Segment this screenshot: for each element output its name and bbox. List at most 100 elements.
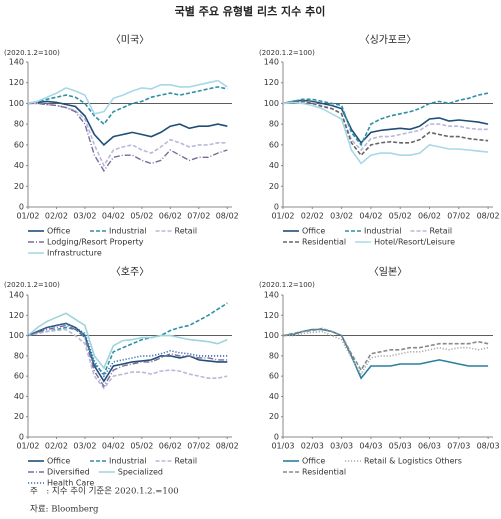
y-tick-label: 20 bbox=[14, 412, 24, 421]
series-line bbox=[283, 330, 489, 376]
y-tick-label: 0 bbox=[19, 433, 24, 442]
panel-title: 〈호주〉 bbox=[111, 266, 149, 278]
y-tick-label: 60 bbox=[269, 372, 279, 381]
x-tick-label: 02/03 bbox=[301, 442, 324, 451]
x-tick-label: 07/02 bbox=[187, 442, 210, 451]
x-tick-label: 06/02 bbox=[159, 442, 182, 451]
y-tick-label: 100 bbox=[264, 331, 279, 340]
x-tick-label: 03/02 bbox=[73, 442, 96, 451]
y-tick-label: 80 bbox=[14, 351, 24, 360]
legend-label: Diversified bbox=[47, 468, 90, 477]
x-tick-label: 01/02 bbox=[16, 212, 39, 221]
series-line bbox=[28, 102, 228, 168]
series-line bbox=[27, 322, 228, 378]
legend-label: Lodging/Resort Property bbox=[47, 238, 144, 247]
series-line bbox=[282, 328, 489, 380]
legend-label: Infrastructure bbox=[47, 249, 102, 258]
x-tick-label: 07/03 bbox=[447, 442, 470, 451]
x-tick-label: 05/02 bbox=[130, 442, 153, 451]
y-tick-label: 0 bbox=[274, 203, 279, 212]
y-tick-label: 40 bbox=[269, 161, 279, 170]
y-tick-label: 20 bbox=[14, 182, 24, 191]
y-tick-label: 100 bbox=[9, 331, 24, 340]
y-axis-unit: (2020.1.2=100) bbox=[4, 281, 60, 289]
legend-label: Health Care bbox=[47, 479, 94, 488]
legend-label: Industrial bbox=[109, 457, 147, 466]
y-axis-unit: (2020.1.2=100) bbox=[259, 49, 315, 57]
x-tick-label: 01/02 bbox=[16, 442, 39, 451]
x-tick-label: 08/02 bbox=[216, 212, 239, 221]
x-tick-label: 06/02 bbox=[418, 212, 441, 221]
series-line bbox=[27, 322, 228, 383]
y-tick-label: 140 bbox=[9, 291, 24, 300]
y-tick-label: 120 bbox=[264, 78, 279, 87]
x-tick-label: 06/02 bbox=[159, 212, 182, 221]
y-tick-label: 120 bbox=[9, 311, 24, 320]
x-tick-label: 07/02 bbox=[447, 212, 470, 221]
legend-label: Retail bbox=[175, 227, 198, 236]
y-tick-label: 40 bbox=[14, 392, 24, 401]
y-tick-label: 120 bbox=[264, 311, 279, 320]
x-tick-label: 01/03 bbox=[271, 442, 294, 451]
source: 자료: Bloomberg bbox=[30, 505, 99, 515]
panel-title: 〈일본〉 bbox=[369, 266, 407, 278]
y-tick-label: 0 bbox=[274, 433, 279, 442]
y-tick-label: 60 bbox=[14, 372, 24, 381]
x-tick-label: 02/02 bbox=[301, 212, 324, 221]
series-line bbox=[27, 312, 228, 370]
y-tick-label: 40 bbox=[14, 161, 24, 170]
page-title: 국별 주요 유형별 리츠 지수 추이 bbox=[175, 4, 326, 18]
legend-label: Residential bbox=[302, 468, 346, 477]
x-tick-label: 04/02 bbox=[359, 212, 382, 221]
legend-label: Residential bbox=[302, 238, 346, 247]
y-tick-label: 140 bbox=[9, 58, 24, 67]
x-tick-label: 03/02 bbox=[73, 212, 96, 221]
y-tick-label: 60 bbox=[14, 140, 24, 149]
legend-label: Retail bbox=[175, 457, 198, 466]
series-line bbox=[27, 79, 228, 115]
x-tick-label: 02/02 bbox=[45, 212, 68, 221]
y-tick-label: 0 bbox=[19, 203, 24, 212]
x-tick-label: 06/03 bbox=[418, 442, 441, 451]
y-tick-label: 100 bbox=[264, 99, 279, 108]
y-tick-label: 20 bbox=[269, 412, 279, 421]
panel-title: 〈싱가포르〉 bbox=[360, 34, 417, 46]
series-line bbox=[282, 99, 489, 145]
series-line bbox=[282, 100, 489, 152]
note: 주 : 지수 추이 기준은 2020.1.2.=100 bbox=[30, 486, 179, 497]
x-tick-label: 03/02 bbox=[330, 212, 353, 221]
y-axis-unit: (2020.1.2=100) bbox=[259, 281, 315, 289]
legend-label: Office bbox=[302, 227, 325, 236]
legend-label: Retail & Logistics Others bbox=[364, 457, 462, 466]
series-line bbox=[282, 101, 489, 165]
x-tick-label: 08/02 bbox=[477, 212, 500, 221]
series-line bbox=[27, 100, 228, 147]
series-line bbox=[28, 102, 228, 173]
x-tick-label: 04/02 bbox=[102, 212, 125, 221]
legend-label: Office bbox=[302, 457, 325, 466]
series-line bbox=[27, 324, 228, 388]
x-tick-label: 07/02 bbox=[187, 212, 210, 221]
x-tick-label: 05/03 bbox=[389, 442, 412, 451]
x-tick-label: 05/02 bbox=[389, 212, 412, 221]
y-tick-label: 80 bbox=[269, 351, 279, 360]
legend-label: Retail bbox=[430, 227, 453, 236]
series-line bbox=[27, 328, 228, 390]
x-tick-label: 01/02 bbox=[271, 212, 294, 221]
y-tick-label: 120 bbox=[9, 78, 24, 87]
y-axis-unit: (2020.1.2=100) bbox=[4, 49, 60, 57]
y-tick-label: 20 bbox=[269, 182, 279, 191]
x-tick-label: 08/03 bbox=[477, 442, 500, 451]
x-tick-label: 02/02 bbox=[45, 442, 68, 451]
y-tick-label: 80 bbox=[269, 120, 279, 129]
legend-label: Hotel/Resort/Leisure bbox=[374, 238, 455, 247]
y-tick-label: 40 bbox=[269, 392, 279, 401]
x-tick-label: 03/03 bbox=[330, 442, 353, 451]
legend-label: Office bbox=[47, 227, 70, 236]
y-tick-label: 140 bbox=[264, 291, 279, 300]
x-tick-label: 04/03 bbox=[359, 442, 382, 451]
series-line bbox=[282, 327, 489, 372]
legend-label: Specialized bbox=[118, 468, 163, 477]
x-tick-label: 08/02 bbox=[216, 442, 239, 451]
